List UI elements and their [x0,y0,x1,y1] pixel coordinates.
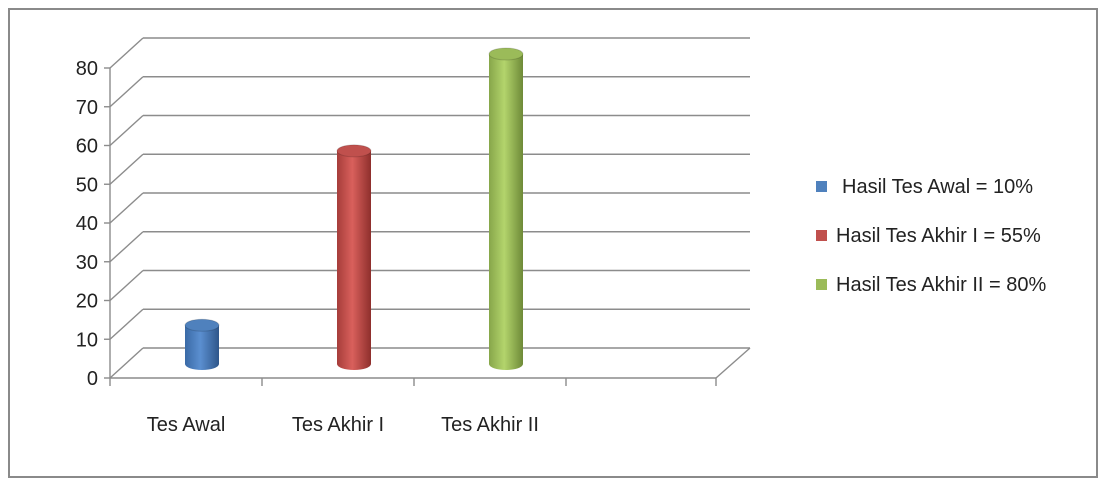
x-category-label: Tes Awal [147,414,226,436]
bar-body [489,54,523,370]
legend-label: Hasil Tes Akhir II = 80% [836,274,1047,296]
x-category-label: Tes Akhir I [292,414,384,436]
gridline-depth [109,76,144,108]
labels-layer: 0 10 20 30 40 50 60 70 80 Tes Awal Tes Akhir I Tes … [76,58,539,436]
bar-tes-akhir-i [336,144,372,370]
legend-item: Hasil Tes Awal = 10% [816,176,1033,198]
y-tick-label: 70 [76,97,98,119]
legend-item: Hasil Tes Akhir II = 80% [816,274,1047,296]
bar-top [336,144,372,158]
floor-right-edge [715,347,751,379]
y-tick-label: 40 [76,213,98,235]
legend-item: Hasil Tes Akhir I = 55% [816,225,1041,247]
chart-frame [8,8,1098,478]
bar-top [488,47,524,61]
bar-body [337,150,371,370]
bar-top [184,318,220,332]
bar-body [185,325,219,370]
y-tick-label: 80 [76,58,98,80]
y-tick-label: 20 [76,291,98,313]
y-tick-label: 10 [76,329,98,351]
gridline-depth [109,347,144,379]
bars-layer [184,47,524,370]
gridline-depth [109,269,144,302]
gridline-depth [109,114,144,147]
legend: Hasil Tes Awal = 10% Hasil Tes Akhir I = … [816,176,1047,296]
axes-layer [104,37,751,386]
legend-swatch [816,230,827,241]
legend-swatch [816,181,827,192]
y-tick-label: 50 [76,174,98,196]
gridline-depth [109,153,144,185]
gridline-depth [109,308,144,340]
bar-tes-awal [184,318,220,370]
legend-swatch [816,279,827,290]
y-tick-label: 0 [87,368,98,390]
bar-chart: 0 10 20 30 40 50 60 70 80 Tes Awal Tes Akhir I Tes … [76,37,1047,436]
legend-label: Hasil Tes Akhir I = 55% [836,225,1041,247]
legend-label: Hasil Tes Awal = 10% [842,176,1033,198]
gridline-depth [109,231,144,263]
bar-tes-akhir-ii [488,47,524,370]
gridline-depth [109,192,144,224]
gridline-depth [109,37,144,69]
y-tick-label: 60 [76,136,98,158]
x-category-label: Tes Akhir II [441,414,539,436]
y-tick-label: 30 [76,252,98,274]
